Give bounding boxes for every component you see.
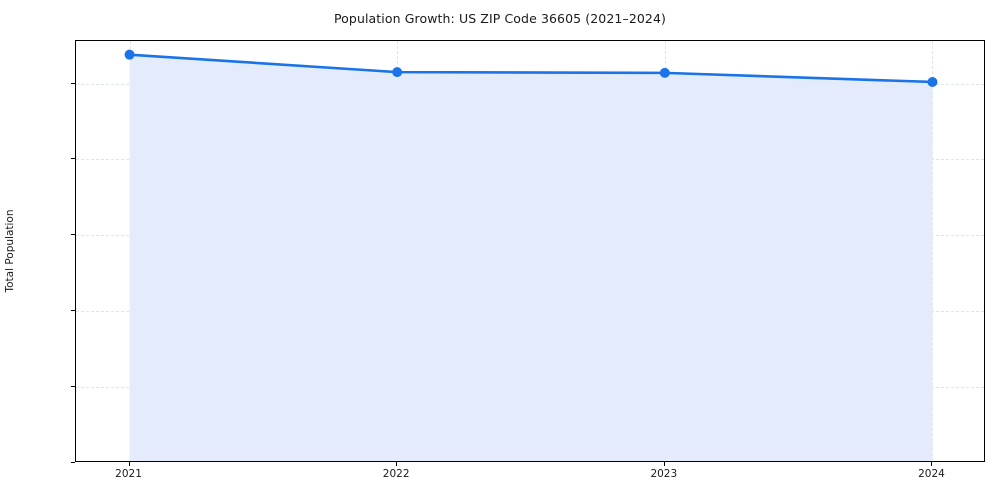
y-axis-tick-mark (71, 234, 75, 236)
plot-area (75, 40, 985, 462)
data-point-marker (392, 67, 403, 78)
area-fill (129, 54, 933, 461)
data-point-marker (927, 76, 938, 87)
y-axis-tick-mark (71, 310, 75, 312)
x-axis-tick-mark (128, 462, 130, 466)
x-axis-tick-mark (663, 462, 665, 466)
y-axis-tick-mark (71, 462, 75, 463)
data-series-svg (124, 49, 938, 461)
x-axis-tick-mark (931, 462, 933, 466)
gridline-vertical (932, 41, 934, 461)
x-axis-tick-label: 2024 (918, 468, 945, 480)
y-axis-tick-mark (71, 82, 75, 84)
x-axis-tick-mark (396, 462, 398, 466)
y-axis-tick-mark (71, 386, 75, 388)
plot-inner (76, 41, 984, 461)
x-axis-tick-label: 2022 (382, 468, 410, 480)
x-axis-tick-label: 2021 (115, 468, 142, 480)
data-point-marker (124, 49, 135, 60)
chart-title: Population Growth: US ZIP Code 36605 (20… (333, 11, 667, 26)
data-point-marker (659, 67, 670, 78)
series-line (128, 53, 934, 84)
y-axis-tick-mark (71, 158, 75, 160)
y-axis-label: Total Population (4, 209, 16, 293)
x-axis-tick-label: 2023 (650, 468, 678, 480)
